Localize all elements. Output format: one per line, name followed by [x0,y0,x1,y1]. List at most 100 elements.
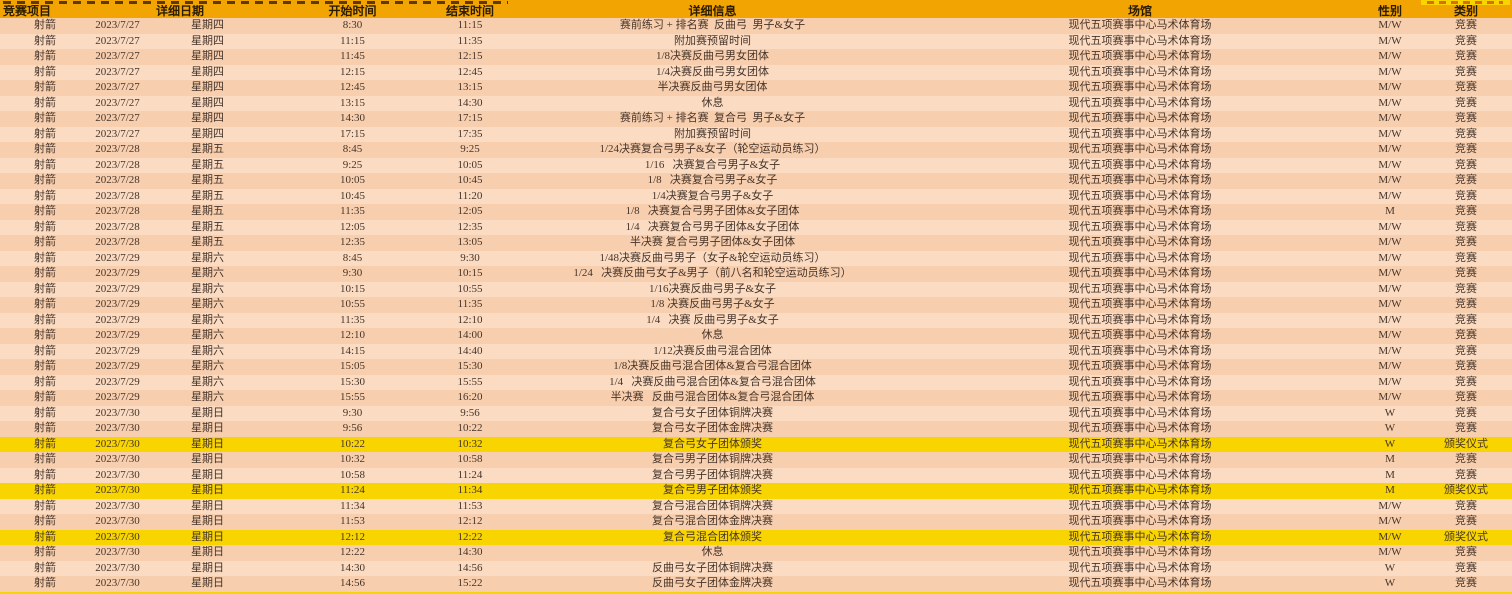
cell-date[interactable]: 2023/7/29 [95,391,140,403]
cell-day[interactable]: 星期日 [191,468,224,481]
cell-date[interactable]: 2023/7/30 [95,515,140,527]
cell-category[interactable]: 竞赛 [1455,282,1477,295]
cell-venue[interactable]: 现代五项赛事中心马术体育场 [1068,205,1212,217]
cell-event[interactable]: 射箭 [34,360,56,372]
cell-date[interactable]: 2023/7/28 [95,220,140,233]
cell-category[interactable]: 竞赛 [1455,453,1477,465]
cell-event[interactable]: 射箭 [34,251,56,264]
cell-day[interactable]: 星期五 [191,220,224,233]
cell-start-time[interactable]: 8:45 [342,143,363,155]
cell-event[interactable]: 射箭 [34,205,56,217]
cell-end-time[interactable]: 17:35 [457,127,483,140]
cell-day[interactable]: 星期五 [191,158,224,171]
cell-gender[interactable]: M [1385,484,1395,496]
cell-event[interactable]: 射箭 [34,468,56,481]
cell-event[interactable]: 射箭 [34,515,56,527]
cell-info[interactable]: 赛前练习 + 排名赛 反曲弓 男子&女子 [619,19,806,31]
cell-event[interactable]: 射箭 [34,406,56,419]
cell-event[interactable]: 射箭 [34,530,56,543]
cell-day[interactable]: 星期日 [191,437,224,450]
cell-end-time[interactable]: 10:45 [457,174,483,186]
cell-category[interactable]: 竞赛 [1455,205,1477,217]
cell-category[interactable]: 竞赛 [1455,50,1477,62]
cell-venue[interactable]: 现代五项赛事中心马术体育场 [1068,422,1212,434]
cell-category[interactable]: 竞赛 [1455,344,1477,357]
cell-info[interactable]: 复合弓女子团体颁奖 [663,437,762,450]
cell-category[interactable]: 竞赛 [1455,375,1477,388]
cell-category[interactable]: 竞赛 [1455,112,1477,124]
cell-date[interactable]: 2023/7/29 [95,329,140,341]
cell-info[interactable]: 1/4决赛复合弓男子&女子 [651,189,774,202]
cell-day[interactable]: 星期六 [191,360,224,372]
cell-day[interactable]: 星期五 [191,205,224,217]
cell-end-time[interactable]: 10:05 [457,158,483,171]
cell-venue[interactable]: 现代五项赛事中心马术体育场 [1068,468,1212,481]
cell-gender[interactable]: M/W [1378,174,1402,186]
cell-event[interactable]: 射箭 [34,81,56,93]
cell-gender[interactable]: M [1385,205,1395,217]
cell-day[interactable]: 星期四 [191,127,224,140]
cell-category[interactable]: 竞赛 [1455,546,1477,558]
cell-start-time[interactable]: 8:45 [342,251,363,264]
cell-info[interactable]: 休息 [701,96,724,109]
cell-date[interactable]: 2023/7/27 [95,96,140,109]
cell-info[interactable]: 半决赛 复合弓男子团体&女子团体 [629,236,796,248]
cell-gender[interactable]: M/W [1378,34,1402,47]
cell-info[interactable]: 复合弓男子团体颁奖 [663,484,762,496]
cell-info[interactable]: 1/8决赛反曲弓男女团体 [655,50,770,62]
cell-category[interactable]: 竞赛 [1455,34,1477,47]
cell-venue[interactable]: 现代五项赛事中心马术体育场 [1068,577,1212,589]
cell-start-time[interactable]: 9:25 [342,158,363,171]
cell-start-time[interactable]: 17:15 [339,127,366,140]
cell-start-time[interactable]: 14:30 [339,561,366,574]
cell-day[interactable]: 星期日 [191,484,224,496]
cell-start-time[interactable]: 12:05 [339,220,366,233]
cell-gender[interactable]: M/W [1378,19,1402,31]
cell-category[interactable]: 竞赛 [1455,127,1477,140]
cell-event[interactable]: 射箭 [34,96,56,109]
cell-category[interactable]: 竞赛 [1455,499,1477,512]
cell-info[interactable]: 复合弓女子团体铜牌决赛 [652,406,773,419]
cell-date[interactable]: 2023/7/30 [95,406,140,419]
cell-end-time[interactable]: 11:20 [457,189,483,202]
cell-gender[interactable]: M/W [1378,158,1402,171]
cell-gender[interactable]: M [1385,453,1395,465]
cell-end-time[interactable]: 11:34 [457,484,483,496]
cell-start-time[interactable]: 10:22 [339,437,366,450]
cell-category[interactable]: 竞赛 [1455,515,1477,527]
cell-gender[interactable]: W [1384,422,1396,434]
cell-day[interactable]: 星期四 [191,96,224,109]
cell-venue[interactable]: 现代五项赛事中心马术体育场 [1068,34,1212,47]
cell-day[interactable]: 星期四 [191,81,224,93]
cell-date[interactable]: 2023/7/30 [95,484,140,496]
cell-start-time[interactable]: 10:55 [339,298,366,310]
cell-category[interactable]: 颁奖仪式 [1444,530,1488,543]
cell-start-time[interactable]: 10:58 [339,468,366,481]
cell-venue[interactable]: 现代五项赛事中心马术体育场 [1068,530,1212,543]
cell-end-time[interactable]: 14:30 [457,96,483,109]
cell-date[interactable]: 2023/7/27 [95,112,140,124]
cell-end-time[interactable]: 14:56 [457,561,483,574]
cell-day[interactable]: 星期日 [191,406,224,419]
cell-category[interactable]: 竞赛 [1455,313,1477,326]
cell-category[interactable]: 竞赛 [1455,329,1477,341]
cell-day[interactable]: 星期六 [191,344,224,357]
cell-day[interactable]: 星期六 [191,298,224,310]
cell-gender[interactable]: M/W [1378,282,1402,295]
cell-start-time[interactable]: 14:30 [339,112,366,124]
cell-event[interactable]: 射箭 [34,50,56,62]
cell-event[interactable]: 射箭 [34,344,56,357]
cell-gender[interactable]: M/W [1378,189,1402,202]
cell-day[interactable]: 星期六 [191,282,224,295]
cell-venue[interactable]: 现代五项赛事中心马术体育场 [1068,391,1212,403]
cell-date[interactable]: 2023/7/30 [95,530,140,543]
cell-category[interactable]: 竞赛 [1455,65,1477,78]
cell-day[interactable]: 星期五 [191,143,224,155]
cell-event[interactable]: 射箭 [34,391,56,403]
cell-date[interactable]: 2023/7/30 [95,453,140,465]
cell-category[interactable]: 竞赛 [1455,267,1477,279]
cell-info[interactable]: 1/12决赛反曲弓混合团体 [653,344,772,357]
cell-category[interactable]: 竞赛 [1455,561,1477,574]
cell-venue[interactable]: 现代五项赛事中心马术体育场 [1068,81,1212,93]
cell-venue[interactable]: 现代五项赛事中心马术体育场 [1068,453,1212,465]
